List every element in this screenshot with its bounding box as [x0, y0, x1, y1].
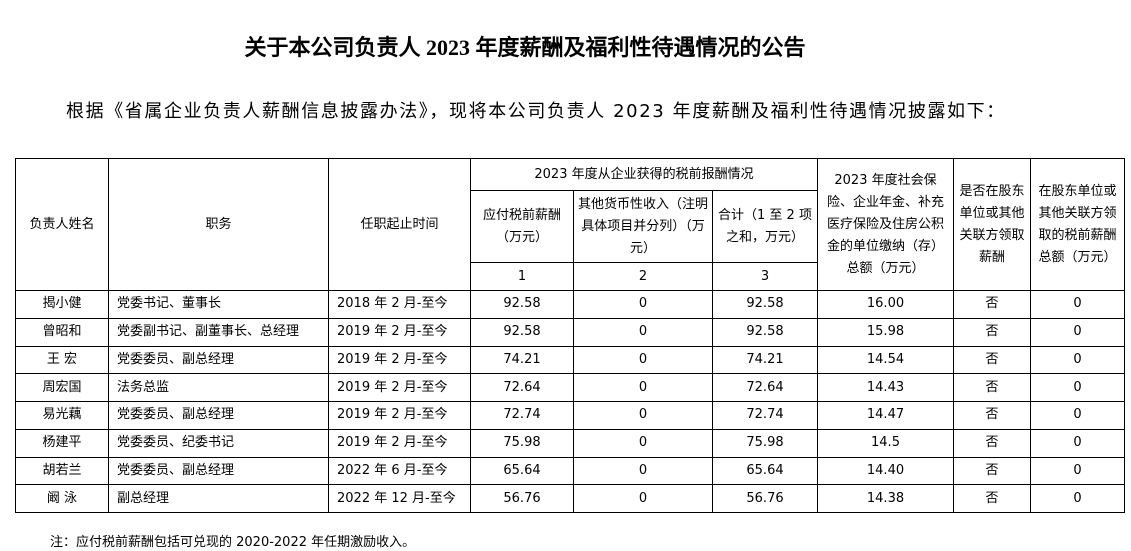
table-row: 易光藕 党委委员、副总经理 2019 年 2 月-至今 72.74 0 72.74 14.4… [15, 401, 1125, 430]
header-cell: 其他货币性收入（注明具体项目并分列）（万元） [573, 190, 713, 263]
table-cell: 92.58 [712, 317, 818, 347]
intro: 根据《省属企业负责人薪酬信息披露办法》，现将本公司负责人 2023 年度薪酬及福… [66, 101, 1006, 122]
header-cell: 1 [470, 262, 574, 291]
note: 注：应付税前薪酬包括可兑现的 2020-2022 年任期激励收入。 [50, 535, 416, 550]
table-cell: 56.76 [470, 484, 574, 513]
table-cell: 16.00 [817, 290, 954, 319]
table-row: 胡若兰 党委委员、副总经理 2022 年 6 月-至今 65.64 0 65.64 14.4… [15, 456, 1125, 486]
table-cell: 0 [1030, 456, 1125, 486]
table-cell: 92.58 [470, 290, 574, 319]
table-cell: 2018 年 2 月-至今 [328, 290, 471, 319]
table-cell: 2019 年 2 月-至今 [328, 345, 471, 375]
table-cell: 72.74 [712, 401, 818, 430]
title: 关于本公司负责人 2023 年度薪酬及福利性待遇情况的公告 [244, 35, 806, 60]
header-cell: 3 [712, 262, 818, 291]
table-cell: 74.21 [470, 345, 574, 375]
table-cell: 0 [573, 373, 713, 402]
table-cell: 2019 年 2 月-至今 [328, 401, 471, 430]
table-row: 阚 泳副总经理 2022 年 12 月-至今 56.76 0 56.76 14.38 否 0 [15, 484, 1125, 513]
table-cell: 14.40 [817, 456, 954, 486]
table-cell: 否 [953, 428, 1031, 458]
table-cell: 胡若兰 [15, 456, 109, 486]
table-cell: 0 [573, 401, 713, 430]
table-cell: 65.64 [470, 456, 574, 486]
table-cell: 0 [573, 456, 713, 486]
header-cell: 合计（1 至 2 项之和，万元） [712, 190, 818, 263]
table-cell: 2022 年 6 月-至今 [328, 456, 471, 486]
table-cell: 14.38 [817, 484, 954, 513]
table-cell: 党委书记、董事长 [108, 290, 329, 319]
table-row: 曾昭和 党委副书记、副董事长、总经理 2019 年 2 月-至今 92.58 0 92.5… [15, 317, 1125, 347]
table-row: 周宏国 法务总监 2019 年 2 月-至今 72.64 0 72.64 14.43 否 0 [15, 373, 1125, 402]
table-cell: 阚 泳 [15, 484, 109, 513]
table-cell: 杨建平 [15, 428, 109, 458]
header-cell: 任职起止时间 [328, 158, 471, 291]
table-cell: 72.74 [470, 401, 574, 430]
table-cell: 0 [1030, 428, 1125, 458]
table-cell: 0 [1030, 373, 1125, 402]
table-cell: 0 [573, 345, 713, 375]
table-cell: 0 [1030, 345, 1125, 375]
table-cell: 0 [573, 484, 713, 513]
table-cell: 否 [953, 290, 1031, 319]
table-cell: 0 [573, 428, 713, 458]
table-cell: 2019 年 2 月-至今 [328, 373, 471, 402]
table-cell: 2022 年 12 月-至今 [328, 484, 471, 513]
table-cell: 74.21 [712, 345, 818, 375]
table-cell: 党委委员、副总经理 [108, 345, 329, 375]
header-cell: 职务 [108, 158, 329, 291]
table-row: 揭小健 党委书记、董事长 2018 年 2 月-至今 92.58 0 92.58 16.00… [15, 290, 1125, 319]
table-cell: 王 宏 [15, 345, 109, 375]
table-cell: 党委副书记、副董事长、总经理 [108, 317, 329, 347]
table-cell: 0 [1030, 317, 1125, 347]
header-cell: 2023 年度社会保险、企业年金、补充医疗保险及住房公积金的单位缴纳（存）总额（… [817, 158, 954, 291]
table-cell: 92.58 [470, 317, 574, 347]
table-cell: 副总经理 [108, 484, 329, 513]
table-cell: 否 [953, 401, 1031, 430]
table-cell: 0 [1030, 401, 1125, 430]
header-cell: 在股东单位或其他关联方领取的税前薪酬总额（万元） [1030, 158, 1125, 291]
table-cell: 14.54 [817, 345, 954, 375]
table-cell: 党委委员、副总经理 [108, 456, 329, 486]
table-cell: 党委委员、副总经理 [108, 401, 329, 430]
table-cell: 否 [953, 456, 1031, 486]
table-cell: 揭小健 [15, 290, 109, 319]
table-cell: 14.43 [817, 373, 954, 402]
table-cell: 72.64 [712, 373, 818, 402]
table-cell: 65.64 [712, 456, 818, 486]
table-cell: 党委委员、纪委书记 [108, 428, 329, 458]
header-cell: 负责人姓名 [15, 158, 109, 291]
table-cell: 14.5 [817, 428, 954, 458]
header-cell: 2 [573, 262, 713, 291]
table-row: 王 宏党委委员、副总经理 2019 年 2 月-至今 74.21 0 74.21 14.5… [15, 345, 1125, 375]
table-cell: 周宏国 [15, 373, 109, 402]
table-cell: 56.76 [712, 484, 818, 513]
table-cell: 否 [953, 317, 1031, 347]
table: 负责人姓名 职务 任职起止时间 2023 年度从企业获得的税前报酬情况 2023… [15, 158, 1125, 513]
table-cell: 否 [953, 345, 1031, 375]
table-cell: 72.64 [470, 373, 574, 402]
table-cell: 0 [573, 317, 713, 347]
table-cell: 2019 年 2 月-至今 [328, 317, 471, 347]
table-cell: 易光藕 [15, 401, 109, 430]
table-cell: 否 [953, 484, 1031, 513]
table-cell: 14.47 [817, 401, 954, 430]
table-cell: 75.98 [712, 428, 818, 458]
table-row: 杨建平 党委委员、纪委书记 2019 年 2 月-至今 75.98 0 75.98 14.5… [15, 428, 1125, 458]
table-cell: 2019 年 2 月-至今 [328, 428, 471, 458]
header-cell: 是否在股东单位或其他关联方领取薪酬 [953, 158, 1031, 291]
table-cell: 0 [573, 290, 713, 319]
header-cell: 2023 年度从企业获得的税前报酬情况 [470, 158, 818, 191]
table-cell: 曾昭和 [15, 317, 109, 347]
table-cell: 75.98 [470, 428, 574, 458]
table-cell: 0 [1030, 484, 1125, 513]
table-cell: 法务总监 [108, 373, 329, 402]
table-cell: 15.98 [817, 317, 954, 347]
table-cell: 92.58 [712, 290, 818, 319]
table-cell: 0 [1030, 290, 1125, 319]
table-cell: 否 [953, 373, 1031, 402]
header-cell: 应付税前薪酬（万元） [470, 190, 574, 263]
